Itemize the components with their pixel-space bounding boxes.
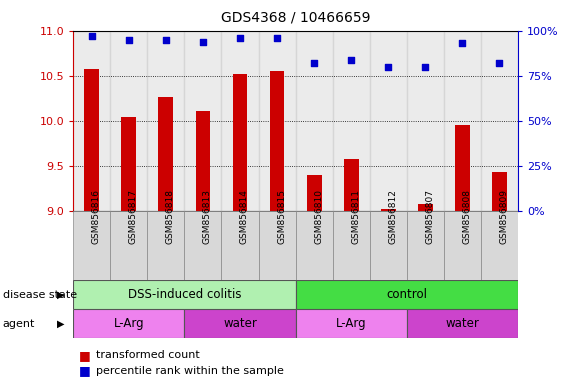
- Text: disease state: disease state: [3, 290, 77, 300]
- Bar: [406, 211, 444, 280]
- Text: water: water: [223, 317, 257, 330]
- Bar: [110, 31, 148, 211]
- Bar: [444, 211, 481, 280]
- Bar: [258, 211, 296, 280]
- Text: GSM856814: GSM856814: [240, 189, 249, 244]
- Text: GSM856815: GSM856815: [277, 189, 286, 244]
- Bar: [185, 211, 221, 280]
- Bar: [195, 111, 211, 211]
- Bar: [221, 31, 258, 211]
- Text: ■: ■: [79, 364, 91, 377]
- Bar: [84, 69, 99, 211]
- Text: GSM856808: GSM856808: [462, 189, 471, 244]
- Bar: [333, 211, 370, 280]
- Bar: [481, 211, 518, 280]
- Bar: [333, 31, 370, 211]
- Bar: [148, 211, 185, 280]
- Bar: [455, 124, 470, 211]
- Text: L-Arg: L-Arg: [114, 317, 144, 330]
- Text: percentile rank within the sample: percentile rank within the sample: [96, 366, 284, 376]
- Bar: [221, 211, 258, 280]
- Bar: [110, 211, 148, 280]
- Text: GSM856810: GSM856810: [314, 189, 323, 244]
- Point: [310, 60, 319, 66]
- Point: [421, 64, 430, 70]
- Bar: [406, 31, 444, 211]
- Bar: [344, 159, 359, 211]
- Point: [87, 33, 96, 39]
- Bar: [148, 31, 185, 211]
- Text: control: control: [386, 288, 427, 301]
- Bar: [296, 211, 333, 280]
- Point: [198, 38, 207, 45]
- Text: GDS4368 / 10466659: GDS4368 / 10466659: [221, 10, 370, 24]
- Text: ■: ■: [79, 349, 91, 362]
- Bar: [296, 280, 518, 309]
- Text: GSM856813: GSM856813: [203, 189, 212, 244]
- Text: GSM856809: GSM856809: [499, 189, 508, 244]
- Bar: [185, 309, 296, 338]
- Bar: [370, 211, 406, 280]
- Point: [347, 56, 356, 63]
- Point: [235, 35, 244, 41]
- Bar: [233, 74, 247, 211]
- Bar: [73, 211, 110, 280]
- Point: [124, 36, 133, 43]
- Text: transformed count: transformed count: [96, 350, 199, 360]
- Bar: [296, 309, 406, 338]
- Bar: [307, 175, 321, 211]
- Bar: [444, 31, 481, 211]
- Point: [272, 35, 282, 41]
- Point: [458, 40, 467, 46]
- Point: [495, 60, 504, 66]
- Bar: [158, 97, 173, 211]
- Text: GSM856811: GSM856811: [351, 189, 360, 244]
- Text: GSM856816: GSM856816: [92, 189, 101, 244]
- Bar: [185, 31, 221, 211]
- Text: GSM856818: GSM856818: [166, 189, 175, 244]
- Text: GSM856817: GSM856817: [129, 189, 138, 244]
- Text: L-Arg: L-Arg: [336, 317, 367, 330]
- Bar: [270, 71, 284, 211]
- Bar: [406, 309, 518, 338]
- Bar: [122, 118, 136, 211]
- Text: DSS-induced colitis: DSS-induced colitis: [128, 288, 241, 301]
- Bar: [481, 31, 518, 211]
- Bar: [296, 31, 333, 211]
- Bar: [381, 209, 396, 211]
- Bar: [492, 172, 507, 211]
- Bar: [73, 280, 296, 309]
- Text: ▶: ▶: [57, 290, 65, 300]
- Text: ▶: ▶: [57, 318, 65, 329]
- Bar: [73, 309, 185, 338]
- Bar: [370, 31, 406, 211]
- Text: GSM856812: GSM856812: [388, 189, 397, 244]
- Bar: [258, 31, 296, 211]
- Text: agent: agent: [3, 318, 35, 329]
- Text: GSM856807: GSM856807: [425, 189, 434, 244]
- Point: [162, 36, 171, 43]
- Bar: [73, 31, 110, 211]
- Point: [384, 64, 393, 70]
- Bar: [418, 204, 433, 211]
- Text: water: water: [445, 317, 479, 330]
